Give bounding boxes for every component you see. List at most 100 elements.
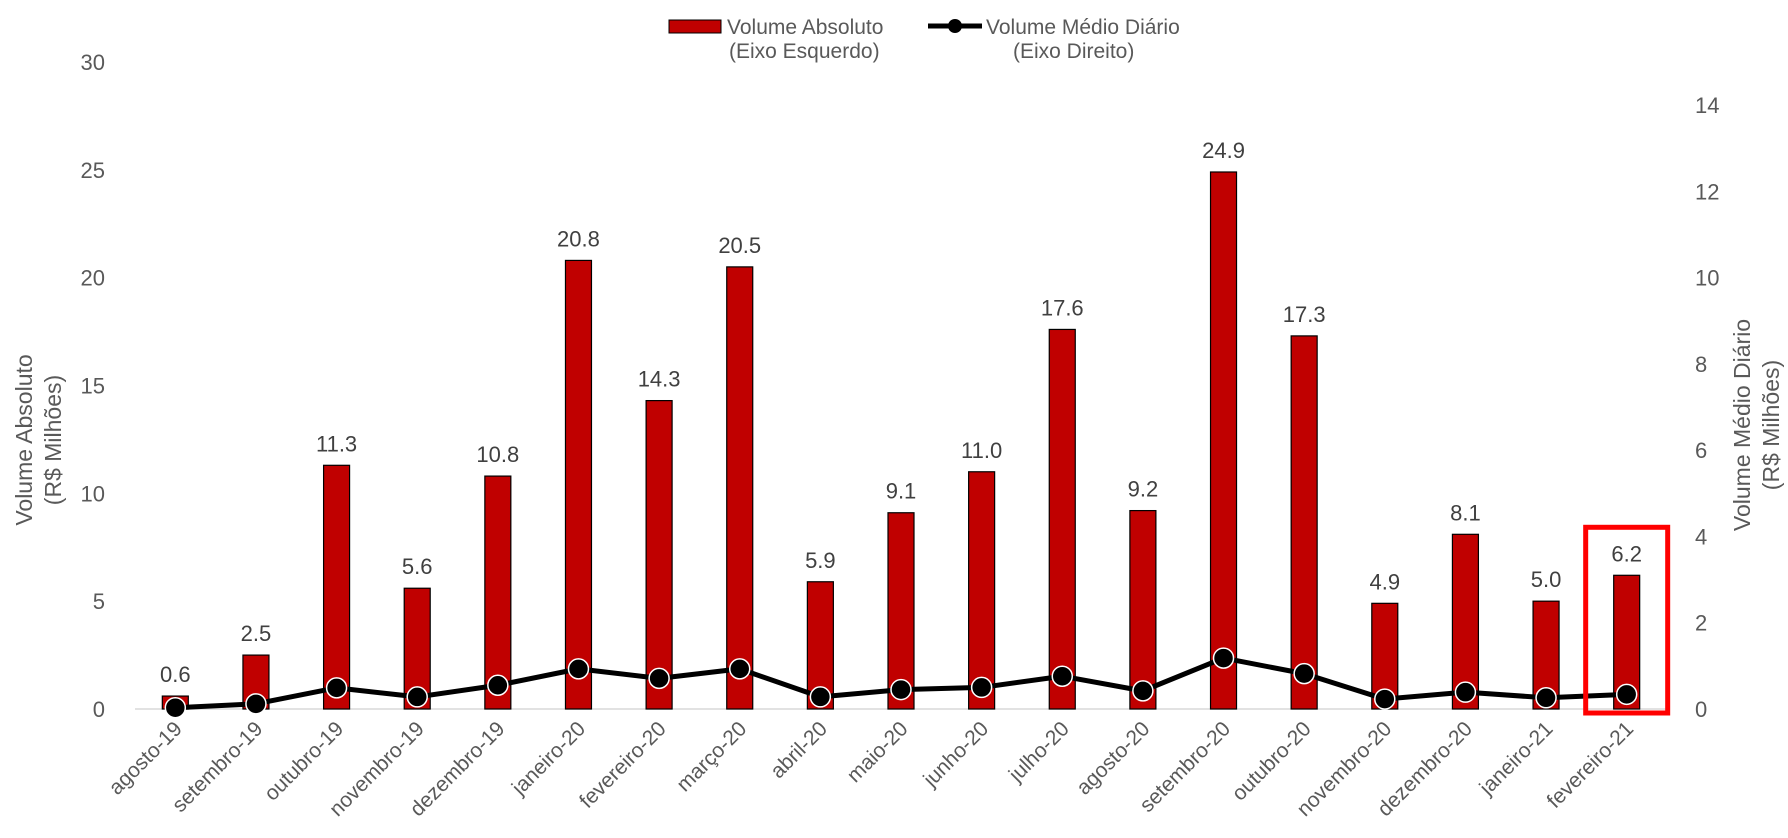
legend-bar-axis: (Eixo Esquerdo) [729,40,880,63]
line-marker [1454,681,1477,703]
legend-bar-name: Volume Absoluto [727,16,883,39]
bar-data-label: 11.0 [961,438,1002,463]
left-axis-title: Volume Absoluto (R$ Milhões) [11,354,66,525]
highlight-box [1583,524,1671,716]
bar-data-label: 20.5 [718,233,761,258]
legend-line-name: Volume Médio Diário [986,16,1180,39]
left-tick-label: 15 [81,374,105,399]
legend-line-axis: (Eixo Direito) [1013,40,1134,63]
right-axis-title: Volume Médio Diário (R$ Milhões) [1729,319,1784,531]
category-label: janeiro-21 [1475,717,1558,800]
line-marker [567,658,590,680]
line-marker [1293,662,1315,685]
category-label: fevereiro-20 [575,717,671,813]
line-marker [487,674,509,697]
line-marker [728,658,751,680]
bar-data-label: 5.9 [805,548,836,573]
line-marker [1615,683,1638,706]
bar-data-label: 4.9 [1369,569,1400,594]
right-tick-label: 4 [1695,524,1707,549]
bar [887,512,915,710]
right-tick-label: 0 [1695,697,1707,722]
bar-data-label: 14.3 [638,367,681,392]
right-axis-ticks: 0 2 4 6 8 10 12 14 [1695,93,1719,722]
left-tick-label: 20 [81,266,105,291]
legend-bar-swatch [668,19,722,34]
bar-data-labels: 0.6 2.5 11.3 5.6 10.8 20.8 14.3 20.5 5.9 9.1 11.0 1… [160,138,1642,687]
category-label: agosto-19 [105,717,187,799]
bar-data-label: 17.6 [1041,295,1084,320]
left-axis-ticks: 0 5 10 15 20 25 30 [81,50,105,722]
bar-data-label: 2.5 [241,621,272,646]
line-marker [1051,665,1074,687]
right-tick-label: 10 [1695,266,1719,291]
line-marker [1535,687,1557,709]
category-label: maio-20 [843,717,913,787]
bar-data-label: 8.1 [1450,500,1481,525]
line-marker [245,693,267,715]
category-label: fevereiro-21 [1543,717,1639,813]
category-label: junho-20 [918,717,993,792]
left-axis-title-line1: Volume Absoluto [11,354,37,525]
highlight-rect [1583,524,1671,716]
bar [1451,533,1480,710]
category-label: abril-20 [766,717,832,783]
category-labels: agosto-19setembro-19outubro-19novembro-1… [105,717,1639,821]
left-tick-label: 0 [93,697,105,722]
bar-data-label: 6.2 [1611,541,1642,566]
bar-data-label: 20.8 [557,226,600,251]
bar-data-label: 9.2 [1128,477,1159,502]
legend-line-marker [948,19,962,33]
left-tick-label: 5 [93,589,105,614]
line-marker [1132,680,1154,702]
right-tick-label: 14 [1695,93,1719,118]
category-label: agosto-20 [1072,717,1154,799]
line-marker [325,677,348,699]
line-marker [406,686,428,708]
legend: Volume Absoluto (Eixo Esquerdo) Volume M… [668,16,1180,63]
bar [322,464,351,710]
bar-data-label: 24.9 [1202,138,1245,163]
category-label: outubro-19 [260,717,348,805]
bar [968,471,996,710]
line-marker [1374,688,1396,710]
right-tick-label: 6 [1695,438,1707,463]
left-tick-label: 25 [81,158,105,183]
bar [564,259,593,710]
right-tick-label: 12 [1695,179,1719,204]
bar [1209,171,1238,710]
category-label: março-20 [672,717,751,796]
right-tick-label: 8 [1695,352,1707,377]
bar-series [161,171,1641,710]
bar-data-label: 0.6 [160,662,191,687]
right-axis-title-line2: (R$ Milhões) [1758,360,1784,490]
left-axis-title-line2: (R$ Milhões) [40,375,66,505]
bar-data-label: 5.6 [402,554,433,579]
bar [645,399,673,710]
bar-data-label: 17.3 [1283,302,1326,327]
bar [1290,335,1318,710]
line-marker [809,686,832,708]
left-tick-label: 30 [81,50,105,75]
bar [1048,328,1076,710]
left-tick-label: 10 [81,481,105,506]
bar [484,475,512,710]
line-marker [1212,647,1235,669]
bar-data-label: 5.0 [1531,567,1562,592]
right-axis-title-line1: Volume Médio Diário [1729,319,1755,531]
line-series [164,647,1638,719]
bar [1129,509,1157,710]
line-marker [648,667,670,690]
category-label: janeiro-20 [507,717,590,800]
line-marker [890,678,912,701]
bar-data-label: 10.8 [476,442,519,467]
bar-data-label: 11.3 [316,431,357,456]
category-label: outubro-20 [1228,717,1316,805]
bar-data-label: 9.1 [886,479,917,504]
right-tick-label: 2 [1695,611,1707,636]
bar [726,266,754,710]
line-marker [970,676,993,699]
category-label: julho-20 [1004,717,1074,787]
line-marker [164,696,187,719]
